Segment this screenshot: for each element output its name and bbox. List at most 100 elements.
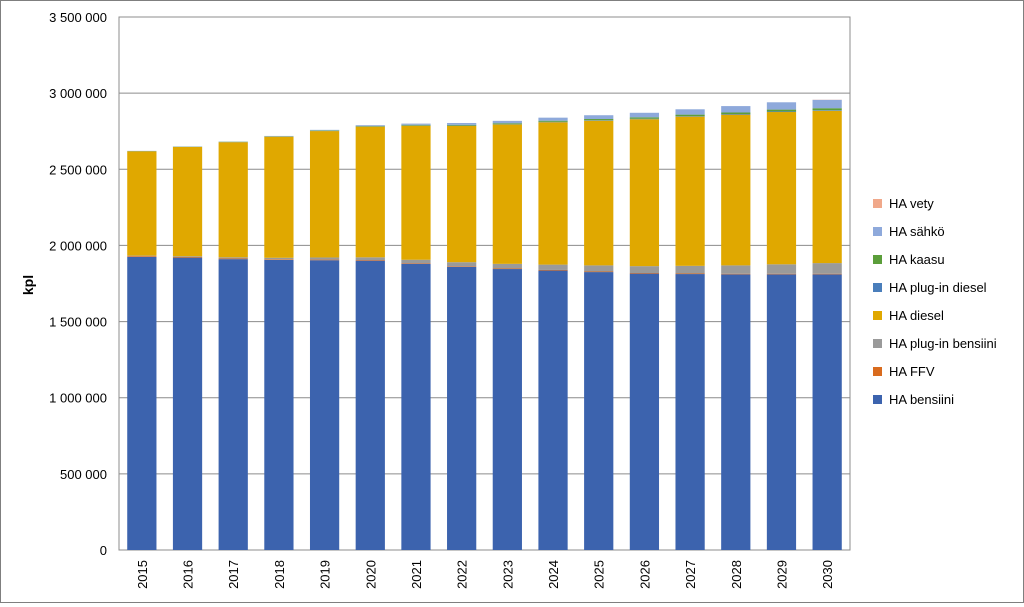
x-tick-label: 2028 [729,560,744,589]
legend-label: HA vety [889,196,934,211]
x-tick-label: 2029 [774,560,789,589]
bar-segment [767,274,796,550]
bar-segment [584,272,613,550]
bar-segment [493,268,522,269]
bar-segment [127,256,156,257]
bar-segment [584,115,613,119]
bar-segment [721,112,750,114]
legend-swatch [873,227,882,236]
bar-segment [767,111,796,112]
x-tick-label: 2018 [272,560,287,589]
legend-label: HA sähkö [889,224,945,239]
bar-segment [447,266,476,267]
bar-segment [310,260,339,261]
bar-segment [675,274,704,550]
bar-segment [447,123,476,125]
bar-segment [538,271,567,550]
bar-segment [310,260,339,550]
bar-segment [767,112,796,264]
y-tick-label: 500 000 [60,467,107,482]
bar-segment [401,125,430,126]
bar-segment [219,257,248,258]
legend-swatch [873,339,882,348]
bar-segment [356,127,385,258]
bar-segment [264,260,293,550]
x-tick-label: 2022 [455,560,470,589]
legend-swatch [873,367,882,376]
bar-segment [447,126,476,262]
bar-segment [630,274,659,550]
bar-segment [538,270,567,271]
bar-segment [264,258,293,260]
bar-segment [721,115,750,266]
bar-segment [447,125,476,126]
x-tick-label: 2017 [226,560,241,589]
bar-segment [813,274,842,550]
x-tick-label: 2025 [592,560,607,589]
legend-swatch [873,255,882,264]
bar-segment [630,266,659,273]
bar-segment [721,265,750,273]
bar-segment [127,151,156,255]
bar-segment [447,267,476,550]
x-tick-label: 2020 [363,560,378,589]
bar-segment [493,264,522,269]
bar-segment [538,265,567,270]
bar-segment [813,274,842,275]
y-tick-label: 2 500 000 [49,162,107,177]
bar-segment [127,257,156,550]
legend-label: HA FFV [889,364,935,379]
x-tick-label: 2016 [181,560,196,589]
bar-segment [219,259,248,260]
x-tick-label: 2027 [683,560,698,589]
x-tick-label: 2030 [820,560,835,589]
bar-segment [675,266,704,274]
legend-label: HA plug-in bensiini [889,336,997,351]
bar-segment [493,269,522,550]
legend-label: HA bensiini [889,392,954,407]
bar-segment [630,113,659,118]
bar-segment [675,117,704,266]
legend-label: HA diesel [889,308,944,323]
bar-segment [219,142,248,257]
bar-segment [173,257,202,258]
bar-segment [584,119,613,120]
bar-segment [173,258,202,550]
bar-segment [675,115,704,117]
bar-segment [721,114,750,115]
bar-segment [767,274,796,275]
x-tick-label: 2015 [135,560,150,589]
x-tick-label: 2021 [409,560,424,589]
bar-segment [538,118,567,121]
y-tick-label: 0 [100,543,107,558]
legend-swatch [873,199,882,208]
bar-segment [675,109,704,114]
bar-segment [310,131,339,257]
bar-segment [721,274,750,275]
y-tick-label: 3 000 000 [49,86,107,101]
y-tick-label: 2 000 000 [49,238,107,253]
x-tick-label: 2024 [546,560,561,589]
bar-segment [401,124,430,125]
bar-segment [584,265,613,271]
bar-segment [264,259,293,260]
bar-segment [721,106,750,112]
bar-stacks [127,100,842,550]
bar-segment [767,264,796,273]
bar-segment [538,121,567,122]
bar-segment [447,262,476,266]
bar-segment [173,147,202,256]
bar-segment [675,273,704,274]
bar-segment [401,126,430,260]
bar-segment [767,110,796,112]
bar-segment [538,122,567,264]
bar-segment [721,274,750,550]
bar-segment [813,111,842,263]
bar-segment [813,110,842,111]
bar-segment [813,100,842,108]
